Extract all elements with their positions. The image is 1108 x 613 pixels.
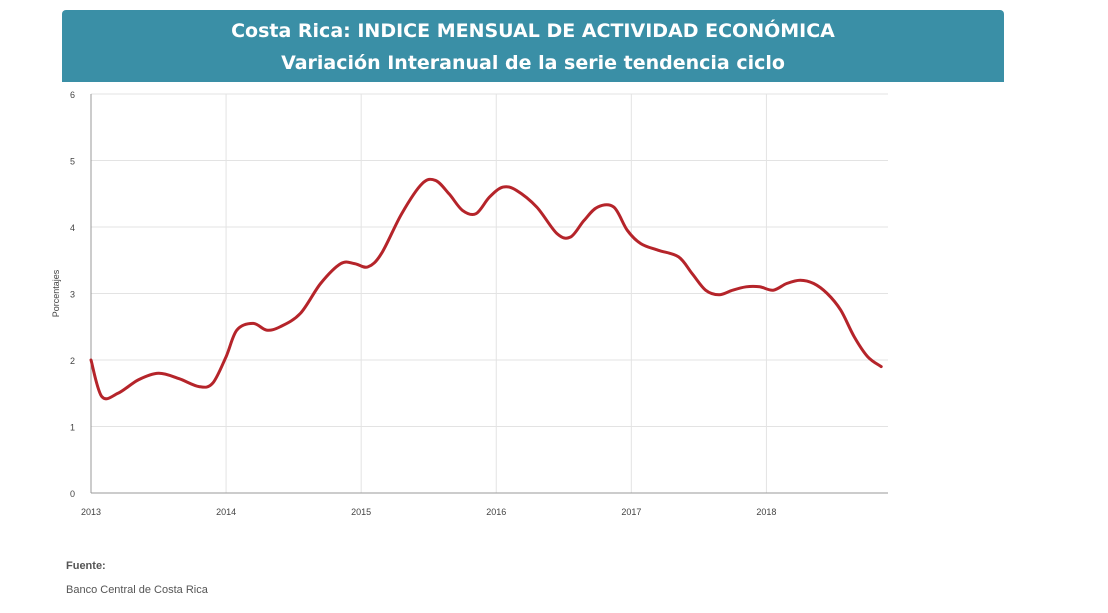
series-line — [89, 177, 883, 401]
y-tick-label: 4 — [70, 223, 75, 233]
y-tick-label: 0 — [70, 489, 75, 499]
y-axis-label: Porcentajes — [51, 269, 61, 317]
source-label: Fuente: — [66, 560, 106, 572]
y-tick-label: 1 — [70, 423, 75, 433]
title-banner: Costa Rica: INDICE MENSUAL DE ACTIVIDAD … — [62, 10, 1004, 82]
y-tick-label: 3 — [70, 290, 75, 300]
chart-subtitle: Variación Interanual de la serie tendenc… — [281, 52, 785, 74]
source-value: Banco Central de Costa Rica — [66, 584, 208, 596]
y-tick-label: 5 — [70, 157, 75, 167]
chart-card — [62, 8, 1004, 605]
y-tick-label: 2 — [70, 356, 75, 366]
x-tick-label: 2016 — [486, 507, 506, 517]
x-tick-label: 2018 — [756, 507, 776, 517]
x-tick-label: 2013 — [81, 507, 101, 517]
chart-title: Costa Rica: INDICE MENSUAL DE ACTIVIDAD … — [231, 20, 835, 42]
x-tick-label: 2014 — [216, 507, 236, 517]
x-tick-label: 2017 — [621, 507, 641, 517]
y-tick-label: 6 — [70, 90, 75, 100]
x-tick-label: 2015 — [351, 507, 371, 517]
